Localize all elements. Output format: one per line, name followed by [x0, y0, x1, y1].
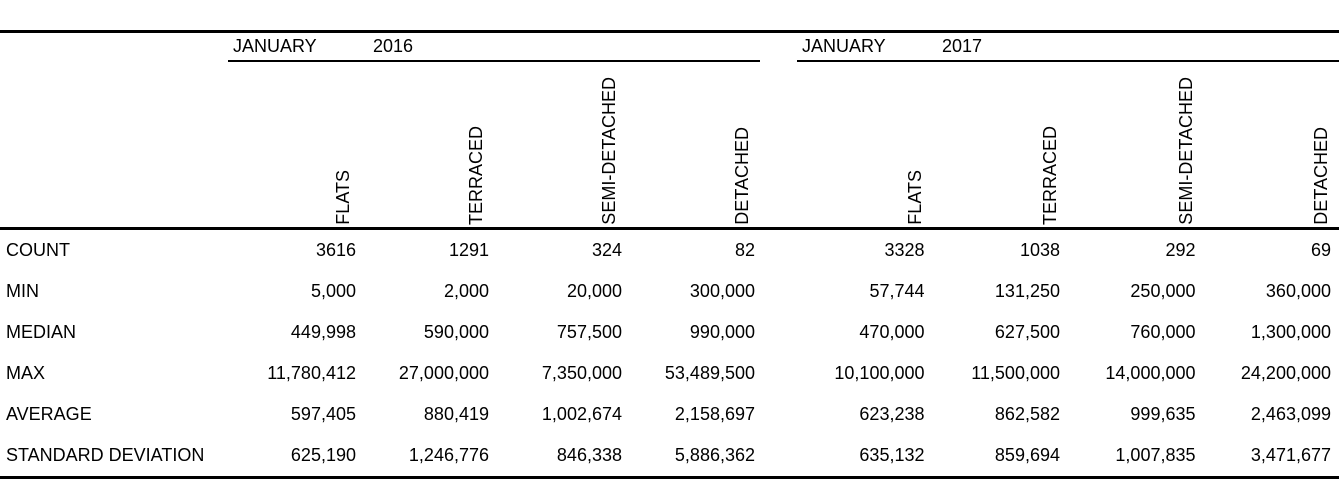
column-header-semi-detached-2017: SEMI-DETACHED — [1068, 62, 1204, 227]
column-header-label: FLATS — [904, 170, 925, 225]
column-header-terraced-2017: TERRACED — [933, 62, 1069, 227]
value-cell: 5,000 — [310, 281, 356, 301]
value-cell: 1291 — [448, 240, 489, 260]
column-header-label: FLATS — [333, 170, 353, 225]
value-cell: 846,338 — [556, 445, 622, 465]
value-cell: 250,000 — [1130, 281, 1196, 301]
corner-cell — [0, 33, 228, 62]
column-header-label: DETACHED — [1311, 127, 1331, 225]
value-cell: 862,582 — [994, 404, 1060, 424]
value-cell: 3,471,677 — [1250, 445, 1331, 465]
value-cell: 880,419 — [423, 404, 489, 424]
value-cell: 10,100,000 — [834, 363, 925, 383]
value-cell: 57,744 — [869, 281, 925, 301]
table-row: COUNT 3616 1291 324 82 3328 1038 292 69 — [0, 230, 1339, 271]
column-header-flats-2016: FLATS — [228, 62, 361, 227]
value-cell: 27,000,000 — [398, 363, 489, 383]
value-cell: 757,500 — [556, 322, 622, 342]
table-body: COUNT 3616 1291 324 82 3328 1038 292 69 MIN 5,000 2… — [0, 230, 1339, 476]
value-cell: 3328 — [884, 240, 925, 260]
value-cell: 131,250 — [994, 281, 1060, 301]
group-year-label: 2017 — [942, 36, 983, 56]
column-header-row: FLATS TERRACED SEMI-DETACHED DETACHED FLATS… — [0, 62, 1339, 230]
value-cell: 1,300,000 — [1250, 322, 1331, 342]
value-cell: 1038 — [1019, 240, 1060, 260]
value-cell: 360,000 — [1265, 281, 1331, 301]
group-year-label: 2016 — [373, 36, 414, 56]
column-header-label: SEMI-DETACHED — [599, 77, 619, 225]
group-month-label: JANUARY — [233, 36, 317, 56]
value-cell: 7,350,000 — [541, 363, 622, 383]
statistics-table: JANUARY 2016 JANUARY 2017 FLATS TERRACED S… — [0, 30, 1339, 479]
value-cell: 597,405 — [290, 404, 356, 424]
value-cell: 635,132 — [859, 445, 925, 465]
table-row: MEDIAN 449,998 590,000 757,500 990,000 470,00… — [0, 312, 1339, 353]
value-cell: 11,780,412 — [267, 363, 356, 383]
value-cell: 859,694 — [994, 445, 1060, 465]
value-cell: 24,200,000 — [1240, 363, 1331, 383]
value-cell: 1,246,776 — [408, 445, 489, 465]
table-row: MAX 11,780,412 27,000,000 7,350,000 53,489,5… — [0, 353, 1339, 394]
group-header-jan-2017: JANUARY 2017 — [797, 33, 1339, 62]
table-row: MIN 5,000 2,000 20,000 300,000 57,744 131,250 2… — [0, 271, 1339, 312]
value-cell: 1,007,835 — [1115, 445, 1196, 465]
group-header-row: JANUARY 2016 JANUARY 2017 — [0, 33, 1339, 62]
group-header-jan-2016: JANUARY 2016 — [228, 33, 760, 62]
value-cell: 292 — [1165, 240, 1196, 260]
group-gap — [760, 62, 797, 227]
value-cell: 300,000 — [689, 281, 755, 301]
value-cell: 324 — [591, 240, 622, 260]
value-cell: 11,500,000 — [971, 363, 1060, 383]
column-header-detached-2017: DETACHED — [1204, 62, 1339, 227]
value-cell: 20,000 — [566, 281, 622, 301]
column-headers-2016: FLATS TERRACED SEMI-DETACHED DETACHED — [228, 62, 760, 227]
value-cell: 1,002,674 — [541, 404, 622, 424]
value-cell: 627,500 — [994, 322, 1060, 342]
row-label: STANDARD DEVIATION — [6, 445, 205, 465]
value-cell: 470,000 — [859, 322, 925, 342]
value-cell: 2,158,697 — [674, 404, 755, 424]
column-headers-2017: FLATS TERRACED SEMI-DETACHED DETACHED — [797, 62, 1339, 227]
row-label: MIN — [6, 281, 39, 301]
column-header-terraced-2016: TERRACED — [361, 62, 494, 227]
column-header-semi-detached-2016: SEMI-DETACHED — [494, 62, 627, 227]
table-row: STANDARD DEVIATION 625,190 1,246,776 846,33… — [0, 435, 1339, 476]
row-label: MAX — [6, 363, 46, 383]
column-header-flats-2017: FLATS — [797, 62, 933, 227]
value-cell: 625,190 — [290, 445, 356, 465]
value-cell: 990,000 — [689, 322, 755, 342]
value-cell: 69 — [1310, 240, 1331, 260]
row-label: MEDIAN — [6, 322, 77, 342]
column-header-detached-2016: DETACHED — [627, 62, 760, 227]
value-cell: 53,489,500 — [664, 363, 755, 383]
column-header-label: TERRACED — [466, 125, 486, 225]
value-cell: 449,998 — [290, 322, 356, 342]
value-cell: 3616 — [315, 240, 356, 260]
value-cell: 82 — [734, 240, 755, 260]
value-cell: 2,463,099 — [1250, 404, 1331, 424]
value-cell: 623,238 — [859, 404, 925, 424]
group-gap — [760, 33, 797, 62]
column-header-label: DETACHED — [732, 127, 752, 225]
value-cell: 590,000 — [423, 322, 489, 342]
table-row: AVERAGE 597,405 880,419 1,002,674 2,158,697 6… — [0, 394, 1339, 435]
group-month-label: JANUARY — [802, 36, 886, 56]
value-cell: 760,000 — [1130, 322, 1196, 342]
corner-cell — [0, 62, 228, 227]
value-cell: 14,000,000 — [1105, 363, 1196, 383]
value-cell: 5,886,362 — [674, 445, 755, 465]
row-label: AVERAGE — [6, 404, 92, 424]
value-cell: 999,635 — [1130, 404, 1196, 424]
row-label: COUNT — [6, 240, 70, 260]
value-cell: 2,000 — [443, 281, 489, 301]
column-header-label: TERRACED — [1040, 125, 1060, 225]
column-header-label: SEMI-DETACHED — [1175, 77, 1196, 225]
